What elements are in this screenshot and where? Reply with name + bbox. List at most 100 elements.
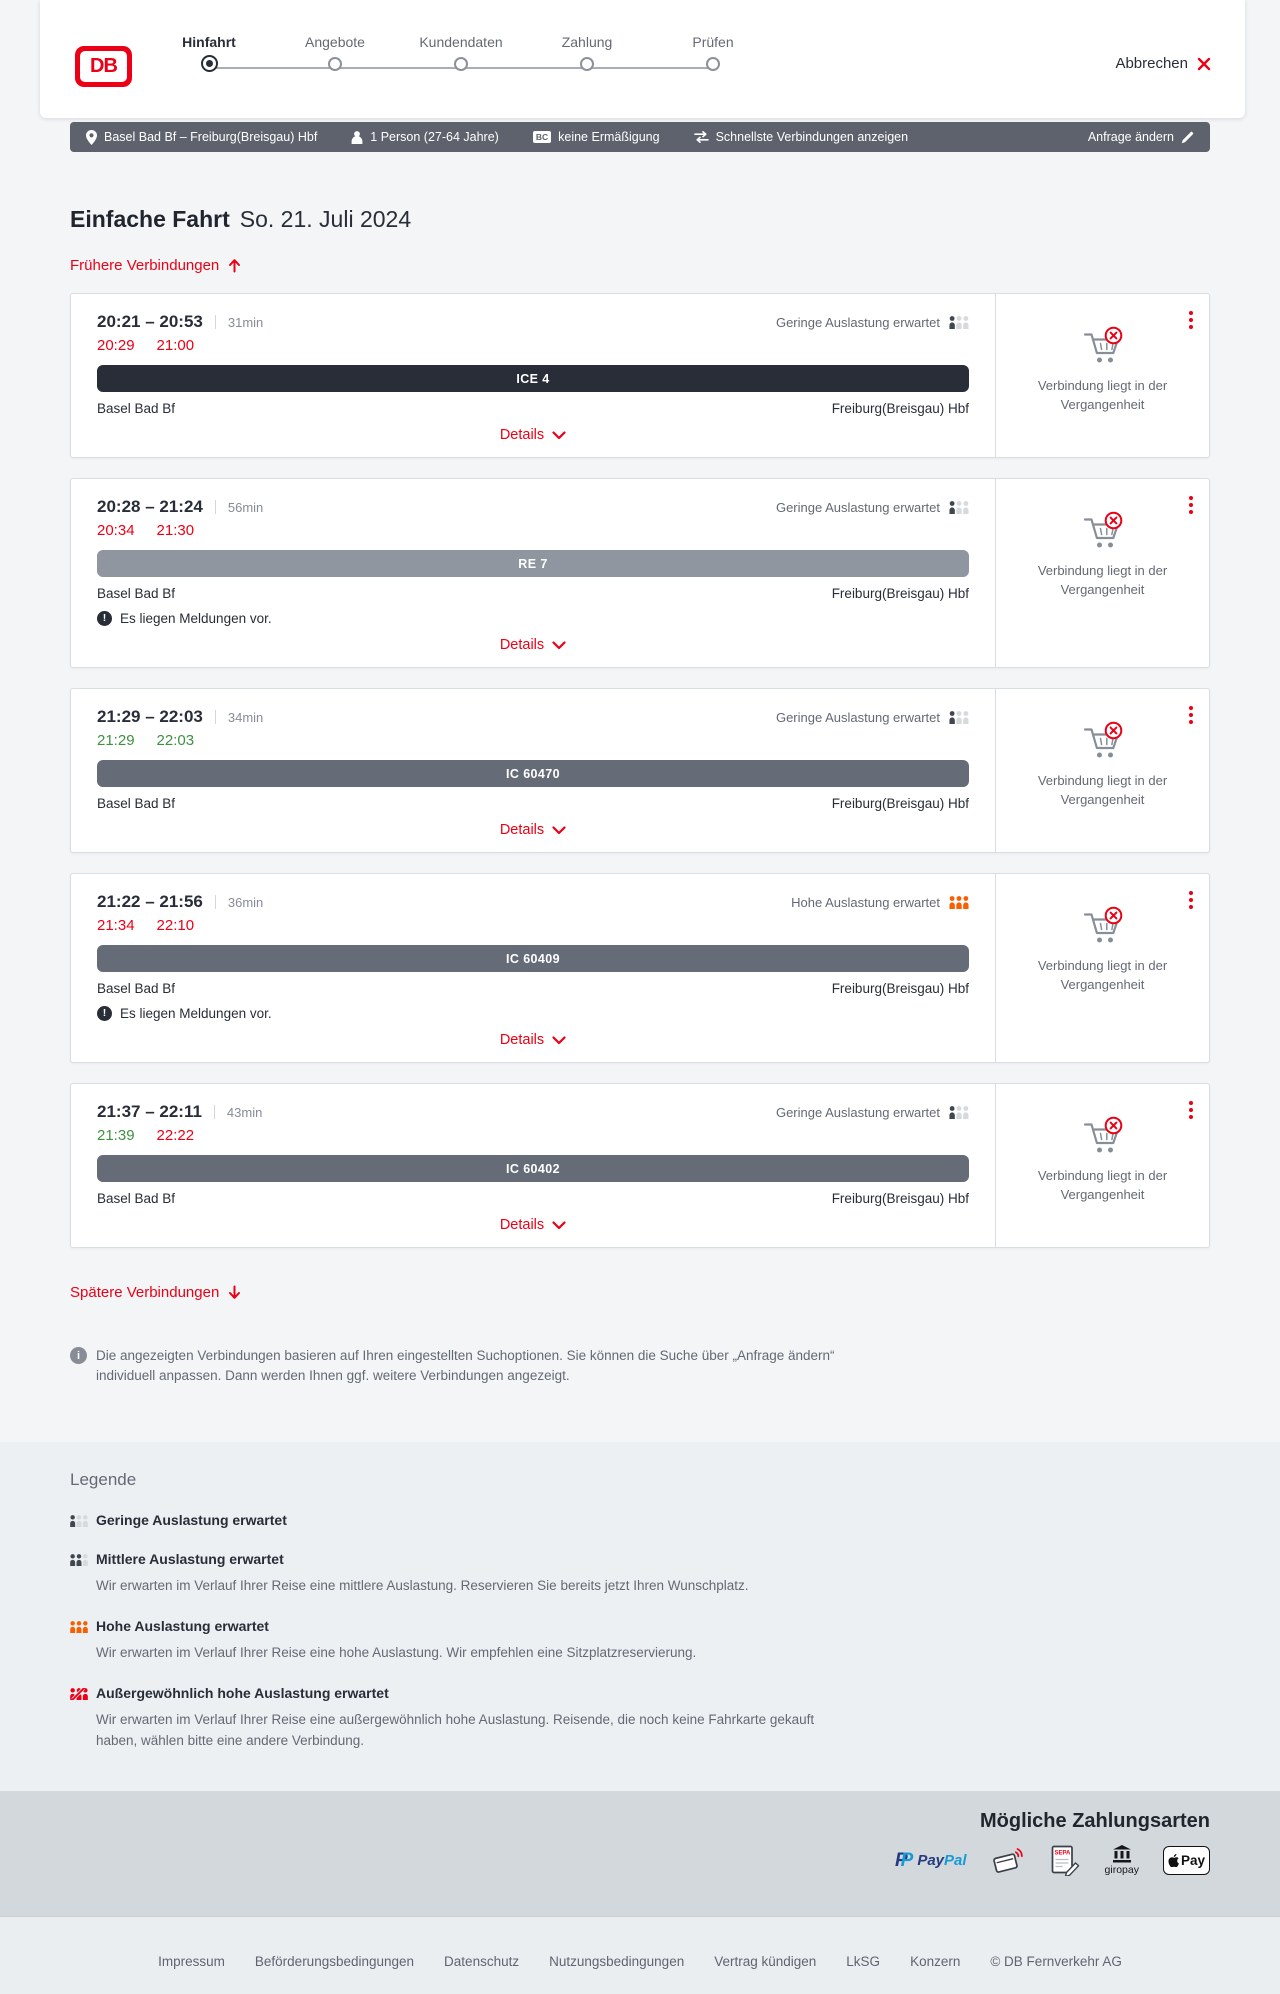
arrow-down-icon: [229, 1285, 241, 1299]
bahncard-icon: BC: [532, 130, 552, 144]
past-connection-note: Verbindung liegt in der Vergangenheit: [1037, 378, 1168, 412]
legend-title: Legende: [70, 1470, 137, 1489]
journey-duration: 56min: [227, 499, 264, 515]
journey-main: 21:29 – 22:03 34min Geringe Auslastung e…: [71, 689, 995, 852]
journey-times: 21:22 – 21:56: [97, 892, 203, 911]
journey-main: 20:28 – 21:24 56min Geringe Auslastung e…: [71, 479, 995, 667]
messages-note: ! Es liegen Meldungen vor.: [97, 610, 969, 627]
origin-station: Basel Bad Bf: [97, 1191, 176, 1206]
departure-actual: 21:34: [97, 917, 135, 934]
legend-item-low: Geringe Auslastung erwartet: [70, 1512, 1210, 1529]
departure-actual: 20:34: [97, 522, 135, 539]
divider: [213, 1105, 215, 1119]
chevron-down-icon: [552, 826, 566, 835]
train-label-bar: IC 60470: [97, 760, 969, 787]
passengers-summary: 1 Person (27-64 Jahre): [351, 130, 499, 144]
cart-past-icon: [1080, 326, 1126, 368]
details-toggle[interactable]: Details: [97, 1030, 969, 1050]
apple-glyph: [1168, 1854, 1179, 1867]
occupancy-icon: [949, 896, 969, 909]
cart-past-icon: [1080, 511, 1126, 553]
kebab-menu-icon[interactable]: [1187, 491, 1195, 519]
discount-summary: BC keine Ermäßigung: [532, 130, 660, 144]
earlier-connections-link[interactable]: Frühere Verbindungen: [70, 257, 241, 274]
step-angebote[interactable]: Angebote: [272, 34, 398, 72]
train-number: IC 60402: [506, 1161, 560, 1176]
db-logo[interactable]: DB: [75, 46, 132, 87]
origin-station: Basel Bad Bf: [97, 401, 176, 416]
footer-link-befoerderungsbedingungen[interactable]: Beförderungsbedingungen: [254, 1954, 415, 1969]
contactless-card-icon: [992, 1848, 1023, 1873]
origin-station: Basel Bad Bf: [97, 796, 176, 811]
edit-request-button[interactable]: Anfrage ändern: [1088, 130, 1194, 144]
divider: [214, 500, 216, 514]
details-toggle[interactable]: Details: [97, 635, 969, 655]
connection-list: 20:21 – 20:53 31min Geringe Auslastung e…: [70, 293, 1210, 1248]
cart-past-icon: [1080, 721, 1126, 763]
kebab-menu-icon[interactable]: [1187, 306, 1195, 334]
journey-side-panel: Verbindung liegt in der Vergangenheit: [995, 689, 1209, 852]
footer-link-impressum[interactable]: Impressum: [158, 1954, 225, 1969]
step-hinfahrt[interactable]: Hinfahrt: [146, 34, 272, 72]
kebab-menu-icon[interactable]: [1187, 701, 1195, 729]
step-kundendaten[interactable]: Kundendaten: [398, 34, 524, 72]
occupancy-icon: [949, 316, 969, 329]
paypal-icon: PP PayPal: [894, 1849, 967, 1871]
legend-section: Legende Geringe Auslastung erwartet Mitt…: [0, 1442, 1280, 1791]
alert-icon: !: [97, 611, 112, 626]
destination-station: Freiburg(Breisgau) Hbf: [831, 1191, 969, 1206]
svg-text:SEPA: SEPA: [1054, 1851, 1071, 1857]
search-summary-bar: Basel Bad Bf – Freiburg(Breisgau) Hbf 1 …: [70, 122, 1210, 152]
cancel-button[interactable]: Abbrechen: [1115, 55, 1211, 72]
divider: [214, 315, 216, 329]
footer-link-lksg[interactable]: LkSG: [846, 1954, 881, 1969]
location-pin-icon: [86, 129, 97, 145]
details-toggle[interactable]: Details: [97, 1215, 969, 1235]
cart-past-icon: [1080, 906, 1126, 948]
journey-main: 21:37 – 22:11 43min Geringe Auslastung e…: [71, 1084, 995, 1247]
occupancy-icon: [949, 501, 969, 514]
giropay-icon: giropay: [1105, 1845, 1139, 1876]
train-number: IC 60470: [506, 766, 560, 781]
destination-station: Freiburg(Breisgau) Hbf: [831, 586, 969, 601]
journey-main: 20:21 – 20:53 31min Geringe Auslastung e…: [71, 294, 995, 457]
arrow-up-icon: [229, 259, 241, 273]
details-toggle[interactable]: Details: [97, 820, 969, 840]
departure-actual: 21:39: [97, 1127, 135, 1144]
train-number: ICE 4: [516, 371, 550, 386]
app-header: DB Hinfahrt Angebote Kundendaten Zahlung…: [40, 0, 1245, 118]
step-pruefen[interactable]: Prüfen: [650, 34, 776, 72]
page-footer: Impressum Beförderungsbedingungen Datens…: [0, 1916, 1280, 1994]
journey-times: 21:37 – 22:11: [97, 1102, 202, 1121]
details-toggle[interactable]: Details: [97, 425, 969, 445]
origin-station: Basel Bad Bf: [97, 586, 176, 601]
kebab-menu-icon[interactable]: [1187, 1096, 1195, 1124]
footer-link-konzern[interactable]: Konzern: [910, 1954, 961, 1969]
info-icon: i: [70, 1347, 87, 1364]
chevron-down-icon: [552, 1036, 566, 1045]
alert-icon: !: [97, 1006, 112, 1021]
chevron-down-icon: [552, 641, 566, 650]
occupancy-icon: [949, 711, 969, 724]
arrival-actual: 21:00: [156, 337, 195, 354]
divider: [214, 895, 216, 909]
train-number: RE 7: [518, 556, 548, 571]
route-summary: Basel Bad Bf – Freiburg(Breisgau) Hbf: [86, 129, 317, 145]
legend-item-medium: Mittlere Auslastung erwartet Wir erwarte…: [70, 1551, 1210, 1596]
occupancy-label: Geringe Auslastung erwartet: [775, 499, 940, 515]
occupancy-label: Geringe Auslastung erwartet: [775, 314, 940, 330]
arrival-actual: 22:22: [156, 1127, 195, 1144]
train-label-bar: IC 60409: [97, 945, 969, 972]
footer-link-datenschutz[interactable]: Datenschutz: [444, 1954, 520, 1969]
footer-link-nutzungsbedingungen[interactable]: Nutzungsbedingungen: [549, 1954, 685, 1969]
legend-item-high: Hohe Auslastung erwartet Wir erwarten im…: [70, 1618, 1210, 1663]
kebab-menu-icon[interactable]: [1187, 886, 1195, 914]
apple-pay-icon: Pay: [1163, 1846, 1210, 1875]
occupancy-exceptional-icon: [70, 1687, 88, 1700]
step-zahlung[interactable]: Zahlung: [524, 34, 650, 72]
later-connections-link[interactable]: Spätere Verbindungen: [70, 1284, 241, 1301]
past-connection-note: Verbindung liegt in der Vergangenheit: [1037, 563, 1168, 597]
trip-date: So. 21. Juli 2024: [239, 206, 412, 232]
arrival-actual: 22:10: [156, 917, 195, 934]
footer-link-vertrag-kuendigen[interactable]: Vertrag kündigen: [714, 1954, 817, 1969]
